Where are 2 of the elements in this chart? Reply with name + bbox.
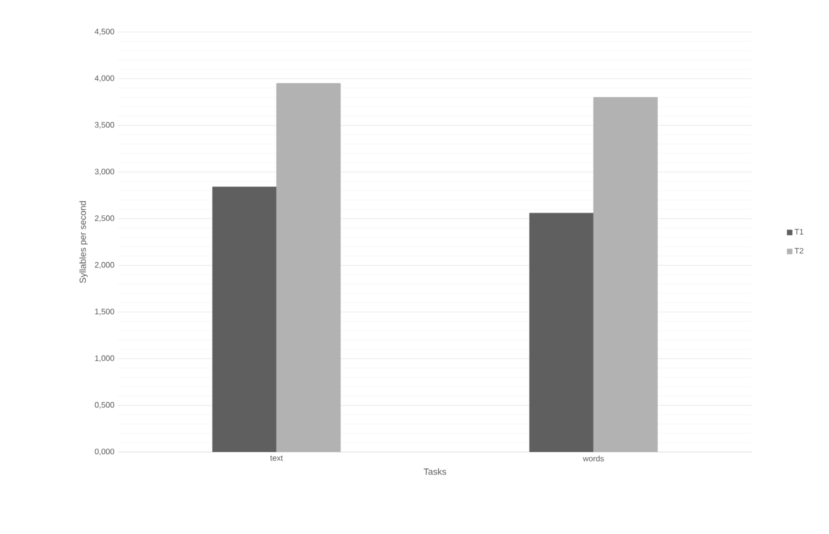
x-axis-title: Tasks xyxy=(424,468,446,475)
y-axis-title: Syllables per second xyxy=(79,201,88,283)
